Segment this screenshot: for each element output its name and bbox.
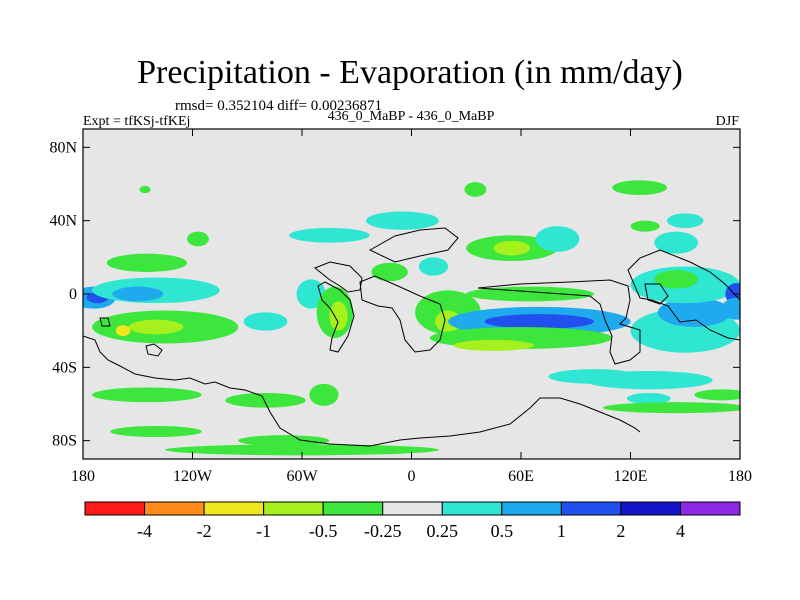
colorbar-label: 4 bbox=[676, 521, 685, 541]
axis-ticks: 80N 40N 0 40S 80S 180 120W 60W 0 60E 120E 180 bbox=[49, 129, 752, 485]
colorbar: -4 -2 -1 -0.5 -0.25 0.25 0.5 1 2 4 bbox=[84, 501, 741, 541]
anomaly-patch-48 bbox=[612, 180, 667, 196]
anomaly-layer bbox=[83, 180, 740, 456]
coastline-antarctica bbox=[83, 335, 641, 447]
colorbar-label: -0.25 bbox=[364, 521, 402, 541]
lat-tick-label: 0 bbox=[69, 286, 77, 303]
anomaly-patch-26 bbox=[464, 182, 487, 197]
lon-tick-label: 180 bbox=[71, 468, 95, 485]
anomaly-patch-49 bbox=[630, 220, 660, 232]
anomaly-patch-14 bbox=[238, 435, 330, 447]
colorbar-box-3 bbox=[263, 501, 324, 516]
lat-tick-label: 40N bbox=[49, 213, 77, 230]
anomaly-patch-46 bbox=[654, 231, 699, 254]
land-outlines bbox=[83, 227, 740, 447]
colorbar-label: 2 bbox=[616, 521, 625, 541]
coastline-central-america bbox=[314, 261, 363, 293]
coastline-asia-north bbox=[627, 249, 740, 341]
anomaly-patch-20 bbox=[329, 301, 348, 331]
anomaly-patch-3 bbox=[128, 319, 184, 335]
lon-tick-label: 120W bbox=[173, 468, 213, 485]
colorbar-label: 0.25 bbox=[427, 521, 459, 541]
anomaly-patch-32 bbox=[484, 314, 594, 329]
colorbar-box-7 bbox=[501, 501, 562, 516]
lon-tick-label: 60W bbox=[286, 468, 318, 485]
anomaly-patch-6 bbox=[112, 286, 164, 302]
anomaly-patch-10 bbox=[243, 312, 288, 331]
anomaly-patch-45 bbox=[694, 389, 740, 401]
lon-tick-label: 180 bbox=[728, 468, 752, 485]
anomaly-patch-23 bbox=[418, 257, 448, 276]
colorbar-label: -0.5 bbox=[309, 521, 338, 541]
anomaly-patch-47 bbox=[667, 213, 704, 229]
coastline-africa bbox=[359, 275, 446, 353]
colorbar-box-5 bbox=[382, 501, 443, 516]
anomaly-patch-44 bbox=[603, 402, 740, 414]
anomaly-patch-21 bbox=[365, 211, 439, 230]
colorbar-box-6 bbox=[441, 501, 503, 516]
anomaly-patch-8 bbox=[187, 231, 209, 247]
colorbar-label: 0.5 bbox=[491, 521, 514, 541]
coastline-island-west bbox=[145, 343, 163, 357]
anomaly-patch-13 bbox=[110, 426, 202, 437]
anomaly-patch-17 bbox=[289, 228, 370, 243]
lat-tick-label: 80N bbox=[49, 139, 77, 156]
coastline-europe bbox=[368, 227, 459, 263]
lon-tick-label: 0 bbox=[408, 468, 416, 485]
anomaly-patch-7 bbox=[106, 253, 188, 272]
colorbar-box-10 bbox=[679, 501, 741, 516]
colorbar-box-1 bbox=[144, 501, 205, 516]
anomaly-patch-30 bbox=[466, 286, 594, 302]
season-label: DJF bbox=[716, 114, 740, 129]
anomaly-patch-11 bbox=[92, 387, 202, 403]
plot-title: Precipitation - Evaporation (in mm/day) bbox=[137, 54, 683, 91]
lat-tick-label: 40S bbox=[52, 359, 77, 376]
coastline-south-america bbox=[317, 281, 355, 353]
colorbar-label: -2 bbox=[197, 521, 212, 541]
colorbar-label: -1 bbox=[256, 521, 271, 541]
anomaly-patch-16 bbox=[309, 383, 339, 406]
anomaly-patch-12 bbox=[225, 393, 306, 408]
coastline-australia-area bbox=[644, 283, 669, 305]
anomaly-patch-34 bbox=[453, 339, 534, 351]
anomaly-patch-36 bbox=[584, 371, 713, 390]
anomaly-patch-4 bbox=[115, 325, 131, 337]
colorbar-box-9 bbox=[620, 501, 681, 516]
colorbar-label: -4 bbox=[137, 521, 152, 541]
expt-label: Expt = tfKSj-tfKEj bbox=[83, 114, 190, 129]
anomaly-patch-9 bbox=[139, 185, 151, 194]
colorbar-box-0 bbox=[84, 501, 146, 516]
colorbar-label: 1 bbox=[557, 521, 566, 541]
runs-label: 436_0_MaBP - 436_0_MaBP bbox=[328, 109, 495, 124]
colorbar-box-4 bbox=[322, 501, 384, 516]
anomaly-patch-29 bbox=[535, 226, 580, 252]
anomaly-patch-38 bbox=[657, 297, 731, 328]
anomaly-patch-15 bbox=[165, 444, 439, 456]
coastline-island-pacific bbox=[99, 317, 111, 327]
anomaly-patch-42 bbox=[721, 297, 740, 320]
colorbar-box-2 bbox=[203, 501, 265, 516]
anomaly-patch-28 bbox=[493, 240, 531, 256]
colorbar-box-8 bbox=[560, 501, 622, 516]
anomaly-patch-22 bbox=[371, 262, 408, 282]
anomaly-patch-43 bbox=[626, 393, 671, 404]
coastline-eurasia-east bbox=[477, 279, 641, 365]
lon-tick-label: 60E bbox=[508, 468, 534, 485]
lat-tick-label: 80S bbox=[52, 433, 77, 450]
anomaly-patch-40 bbox=[654, 270, 699, 289]
stats-label: rmsd= 0.352104 diff= 0.00236871 bbox=[175, 98, 382, 114]
lon-tick-label: 120E bbox=[614, 468, 648, 485]
